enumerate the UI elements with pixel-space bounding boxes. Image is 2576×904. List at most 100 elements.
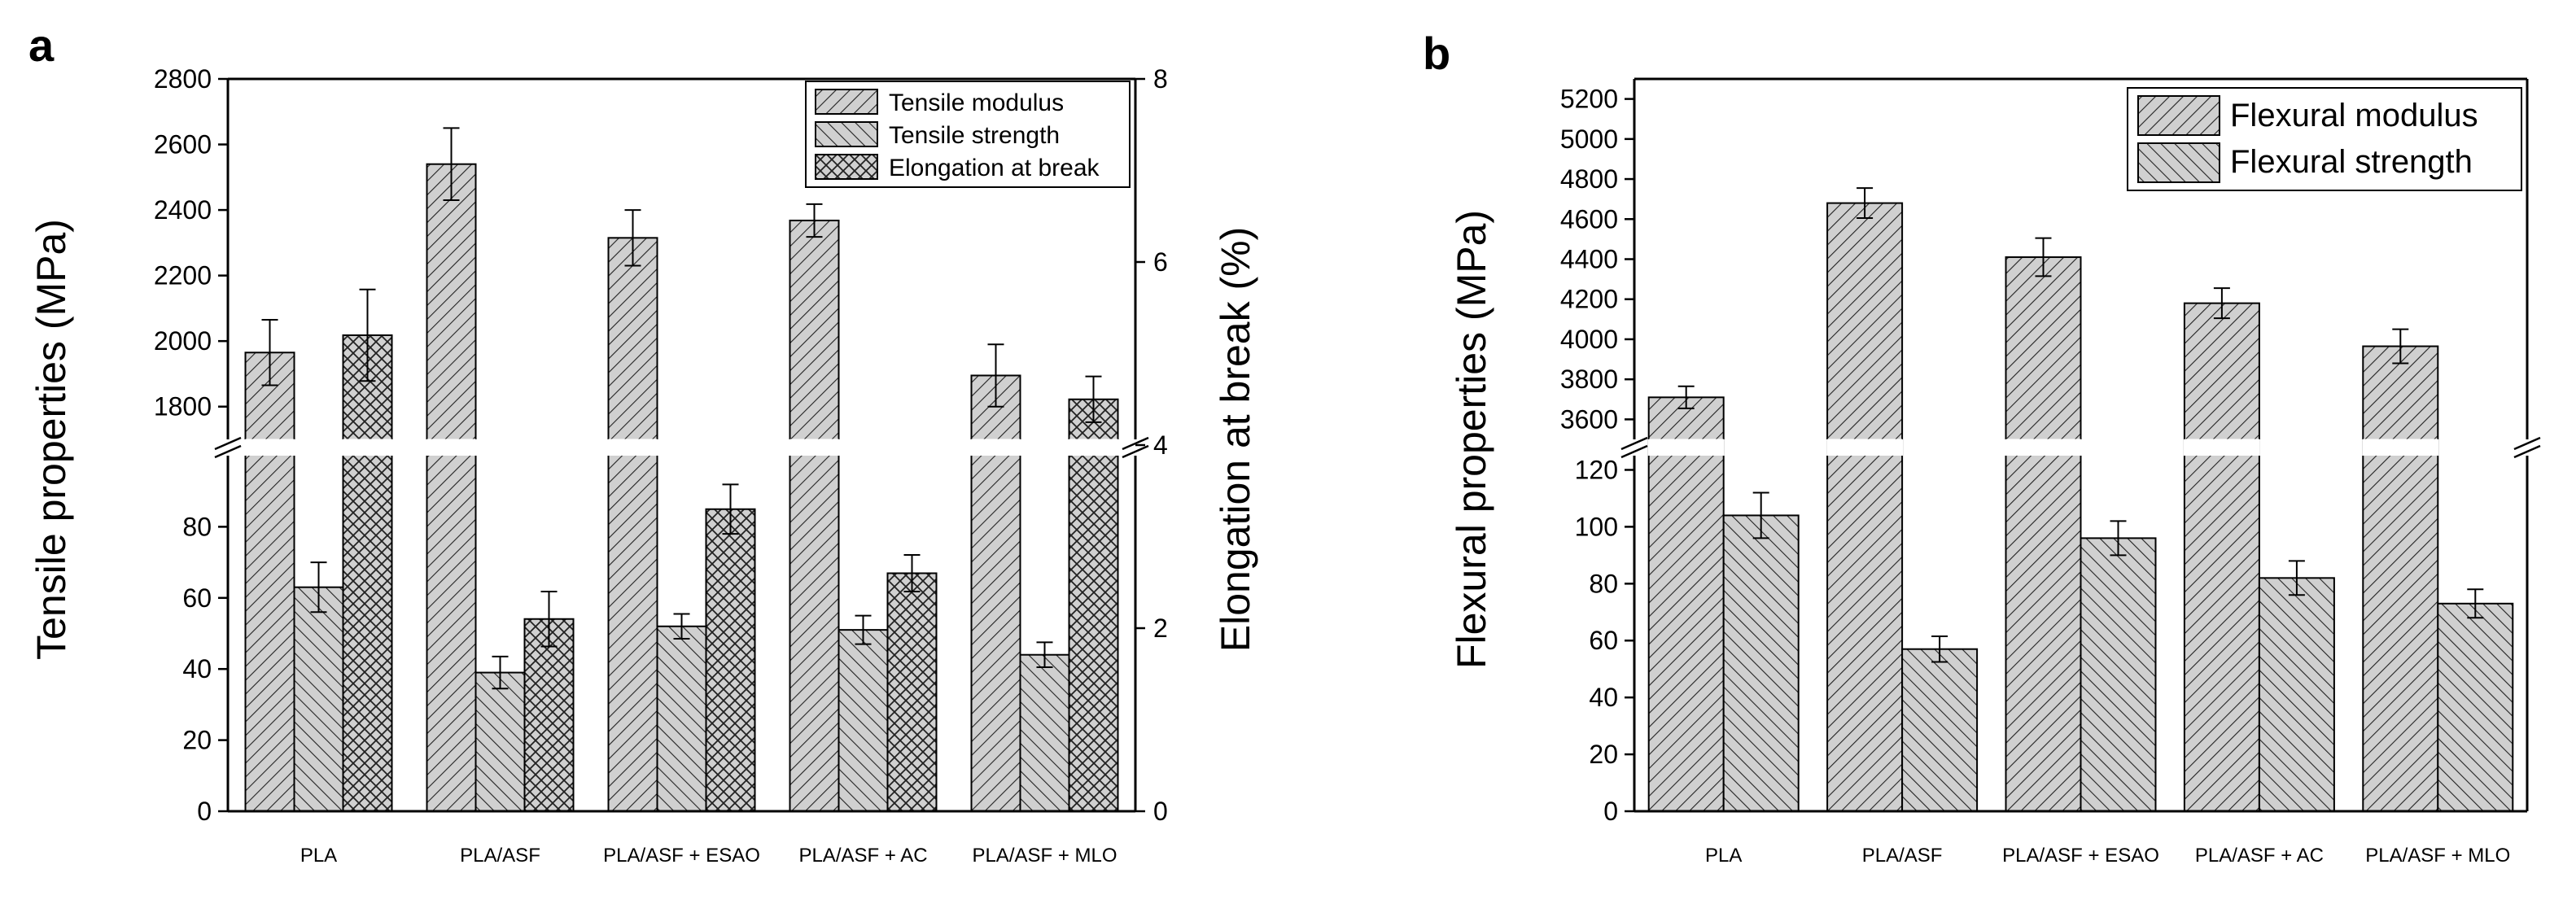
y-tick-label-0: 0 [1603, 797, 1618, 826]
panel-a-plot: PLA PLA/ASF PLA/ASF + ESAO PLA/ASF + AC PLA/… [154, 64, 1168, 867]
y-tick-label-5000: 5000 [1560, 124, 1618, 154]
legend-label-flexural-strength: Flexural strength [2230, 144, 2473, 180]
x-tick-label-pla-asf: PLA/ASF [1862, 845, 1943, 867]
x-tick-label-pla-asf: PLA/ASF [460, 845, 540, 867]
break-gap-tensile-modulus-pla-asf-mlo [970, 439, 1021, 456]
panel-a-legend: Tensile modulus Tensile strength Elongat… [805, 81, 1131, 188]
break-mark-right-1 [2513, 436, 2541, 451]
break-mark-left-1 [1620, 436, 1648, 451]
panel-a-y2label: Elongation at break (%) [1213, 227, 1258, 653]
break-gap-flexural-modulus-pla-asf-esao [2005, 439, 2082, 456]
y-tick-label-80: 80 [182, 512, 212, 541]
bar-flexural-modulus-pla-asf-ac [2183, 302, 2260, 812]
break-gap-tensile-modulus-pla-asf-esao [607, 439, 658, 456]
bar-flexural-strength-pla-asf-ac [2258, 577, 2335, 812]
y-tick-label-4000: 4000 [1560, 325, 1618, 354]
legend-swatch-flexural-modulus [2137, 95, 2220, 136]
y-tick-label-3600: 3600 [1560, 404, 1618, 434]
y2-tick-label-0: 0 [1153, 797, 1168, 826]
legend-label-tensile-strength: Tensile strength [889, 122, 1060, 149]
x-tick-label-pla-asf-ac: PLA/ASF + AC [798, 845, 927, 867]
bar-tensile-strength-pla-asf-esao [656, 625, 707, 813]
bar-flexural-strength-pla-asf-mlo [2437, 602, 2514, 812]
break-gap-flexural-modulus-pla-asf-mlo [2362, 439, 2439, 456]
legend-label-elongation: Elongation at break [889, 155, 1100, 181]
bar-flexural-modulus-pla-asf-mlo [2362, 345, 2439, 812]
panel-b-legend: Flexural modulus Flexural strength [2127, 87, 2522, 191]
bar-elongation-at-break-pla [342, 334, 393, 812]
y-tick-label-0: 0 [197, 797, 212, 826]
panel-b-ylabel: Flexural properties (MPa) [1449, 210, 1494, 669]
panel-b-plot: PLA PLA/ASF PLA/ASF + ESAO PLA/ASF + AC PLA/… [1560, 77, 2541, 867]
bar-elongation-at-break-pla-asf [523, 618, 575, 812]
bar-tensile-modulus-pla-asf [426, 163, 477, 812]
x-tick-label-pla-asf-mlo: PLA/ASF + MLO [972, 845, 1117, 867]
y-tick-label-80: 80 [1589, 569, 1618, 598]
x-tick-label-pla-asf-esao: PLA/ASF + ESAO [603, 845, 760, 867]
legend-swatch-tensile-strength [815, 121, 878, 147]
y-tick-label-2200: 2200 [154, 261, 212, 290]
y-tick-label-4400: 4400 [1560, 245, 1618, 274]
break-gap-elongation-at-break-pla [342, 439, 393, 456]
legend-label-tensile-modulus: Tensile modulus [889, 90, 1064, 116]
legend-swatch-elongation [815, 154, 878, 180]
bar-tensile-strength-pla-asf-mlo [1019, 653, 1070, 812]
bar-flexural-modulus-pla [1647, 396, 1725, 812]
y-tick-label-40: 40 [1589, 683, 1618, 712]
bar-flexural-modulus-pla-asf-esao [2005, 256, 2082, 812]
bar-elongation-at-break-pla-asf-esao [705, 508, 756, 812]
x-tick-label-pla-asf-esao: PLA/ASF + ESAO [2002, 845, 2159, 867]
panel-a-ylabel: Tensile properties (MPa) [28, 219, 74, 660]
y-tick-label-60: 60 [1589, 626, 1618, 655]
break-gap-tensile-modulus-pla-asf-ac [789, 439, 840, 456]
panel-b: b PLA PLA/ASF PLA/ASF + ESAO PLA/ASF + AC PL… [1423, 28, 2541, 867]
y-tick-label-2800: 2800 [154, 64, 212, 94]
bar-tensile-strength-pla [293, 586, 344, 812]
x-tick-label-pla: PLA [1705, 845, 1742, 867]
y-tick-label-4800: 4800 [1560, 164, 1618, 194]
y-tick-label-1800: 1800 [154, 392, 212, 421]
bar-tensile-modulus-pla [244, 352, 295, 812]
y-tick-label-2600: 2600 [154, 130, 212, 159]
bar-flexural-modulus-pla-asf [1826, 202, 1904, 813]
break-gap-flexural-modulus-pla-asf [1826, 439, 1904, 456]
y2-tick-label-8: 8 [1153, 64, 1168, 94]
legend-swatch-tensile-modulus [815, 89, 878, 115]
bar-tensile-strength-pla-asf-ac [838, 629, 889, 812]
y-tick-label-120: 120 [1575, 455, 1618, 484]
y2-tick-label-4: 4 [1153, 430, 1168, 460]
y-tick-label-4600: 4600 [1560, 204, 1618, 234]
y-tick-label-2400: 2400 [154, 195, 212, 225]
panel-a: a PLA PLA/ASF PLA/ASF + ESAO PLA/ASF + AC PL… [28, 20, 1258, 867]
y-tick-label-20: 20 [182, 726, 212, 755]
bar-tensile-strength-pla-asf [475, 671, 526, 812]
y-tick-label-3800: 3800 [1560, 365, 1618, 394]
x-tick-label-pla: PLA [300, 845, 337, 867]
break-gap-flexural-modulus-pla [1647, 439, 1725, 456]
break-mark-left-2 [1620, 444, 1648, 459]
break-gap-tensile-modulus-pla-asf [426, 439, 477, 456]
y-tick-label-2000: 2000 [154, 326, 212, 356]
break-mark-right-2 [2513, 444, 2541, 459]
y2-tick-label-6: 6 [1153, 247, 1168, 277]
break-mark-left-2 [214, 444, 242, 459]
y-tick-label-100: 100 [1575, 512, 1618, 541]
bar-elongation-at-break-pla-asf-mlo [1068, 398, 1119, 812]
x-tick-label-pla-asf-mlo: PLA/ASF + MLO [2365, 845, 2510, 867]
break-mark-left-1 [214, 436, 242, 451]
legend-swatch-flexural-strength [2137, 142, 2220, 183]
break-mark-right-2 [1122, 444, 1149, 459]
y2-tick-label-2: 2 [1153, 614, 1168, 643]
bar-tensile-modulus-pla-asf-esao [607, 237, 658, 812]
y-tick-label-60: 60 [182, 583, 212, 613]
panel-a-letter: a [28, 20, 55, 71]
break-gap-flexural-modulus-pla-asf-ac [2183, 439, 2260, 456]
panel-b-letter: b [1423, 28, 1450, 79]
bar-tensile-modulus-pla-asf-ac [789, 219, 840, 812]
y-tick-label-20: 20 [1589, 740, 1618, 769]
break-gap-elongation-at-break-pla-asf-mlo [1068, 439, 1119, 456]
bar-elongation-at-break-pla-asf-ac [886, 572, 938, 812]
break-mark-right-1 [1122, 436, 1149, 451]
bar-flexural-strength-pla-asf-esao [2080, 537, 2157, 812]
